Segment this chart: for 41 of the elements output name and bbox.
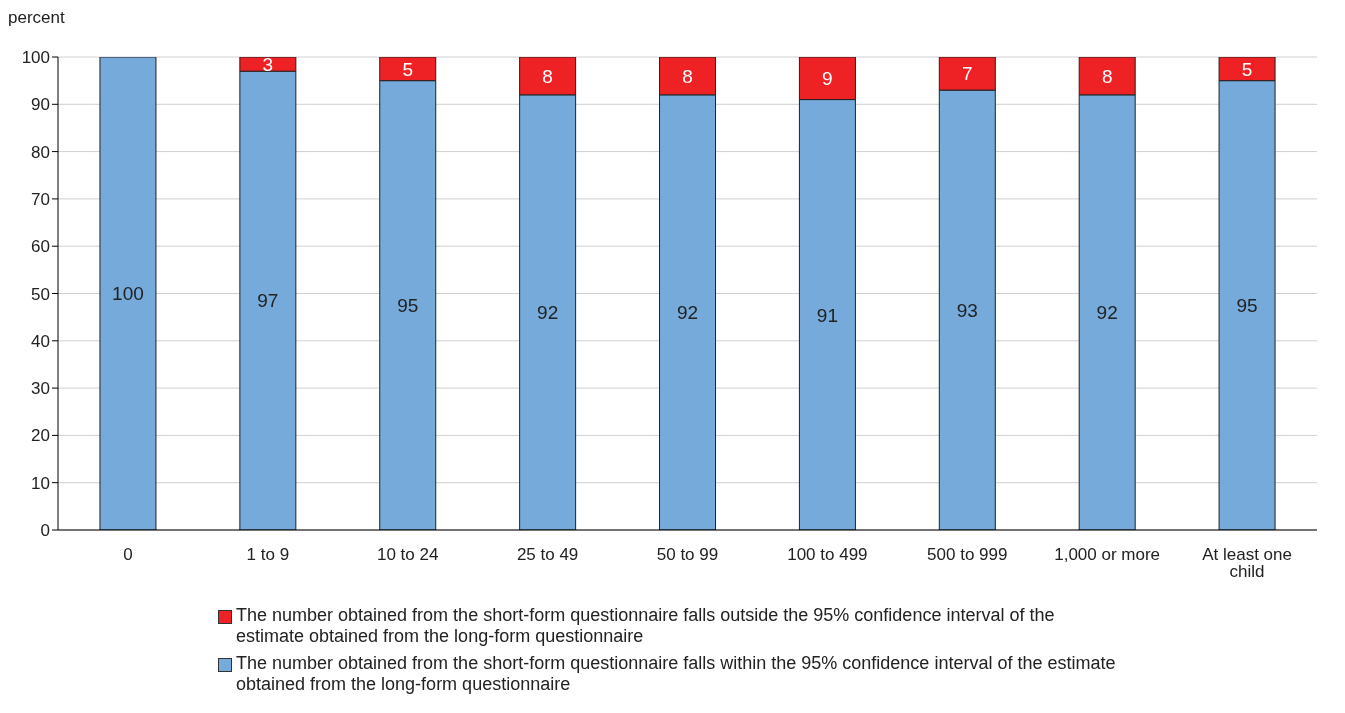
legend-label: The number obtained from the short-form questionnaire falls within the 95% confidence interval of the estimate obtained from the long-form questionnaire (236, 653, 1117, 695)
data-label: 8 (542, 65, 553, 87)
y-tick-label: 70 (31, 189, 50, 209)
bar (99, 57, 157, 530)
data-label: 92 (537, 302, 559, 324)
x-tick-label: 0 (123, 545, 133, 565)
data-label: 93 (956, 299, 978, 321)
x-tick-label: At least one child (1202, 545, 1292, 582)
data-label: 8 (682, 65, 693, 87)
y-tick-label: 80 (31, 142, 50, 162)
y-tick-label: 30 (31, 379, 50, 399)
data-label: 97 (257, 290, 279, 312)
y-tick-label: 20 (31, 426, 50, 446)
y-tick-label: 60 (31, 237, 50, 257)
data-label: 91 (816, 304, 838, 326)
x-tick-label: 50 to 99 (656, 545, 719, 565)
data-label: 95 (1236, 295, 1258, 317)
data-label: 8 (1101, 65, 1113, 87)
x-tick-label: 500 to 999 (927, 545, 1008, 565)
y-axis-title: percent (8, 8, 66, 29)
data-label: 100 (112, 283, 144, 305)
x-tick-label: 25 to 49 (516, 545, 579, 565)
x-tick-label: 100 to 499 (787, 545, 868, 565)
data-label: 3 (262, 53, 274, 75)
x-tick-label: 1 to 9 (246, 545, 290, 565)
data-label: 95 (397, 295, 419, 317)
y-tick-label: 50 (31, 284, 50, 304)
x-tick-label: 10 to 24 (377, 545, 439, 565)
data-label: 9 (822, 68, 833, 90)
data-label: 92 (1096, 302, 1118, 324)
data-label: 7 (962, 63, 973, 85)
y-tick-label: 10 (31, 473, 50, 493)
y-tick-label: 40 (31, 331, 50, 351)
data-label: 5 (1241, 58, 1253, 80)
x-tick-label: 1,000 or more (1054, 545, 1161, 565)
y-tick-label: 90 (31, 95, 50, 115)
y-tick-label: 100 (21, 48, 50, 68)
legend-label: The number obtained from the short-form questionnaire falls outside the 95% confidence interval of the estimate obtained from the long-form questionnaire (236, 605, 1056, 647)
data-label: 92 (676, 302, 699, 324)
y-tick-label: 0 (40, 521, 50, 541)
data-label: 5 (402, 58, 414, 80)
